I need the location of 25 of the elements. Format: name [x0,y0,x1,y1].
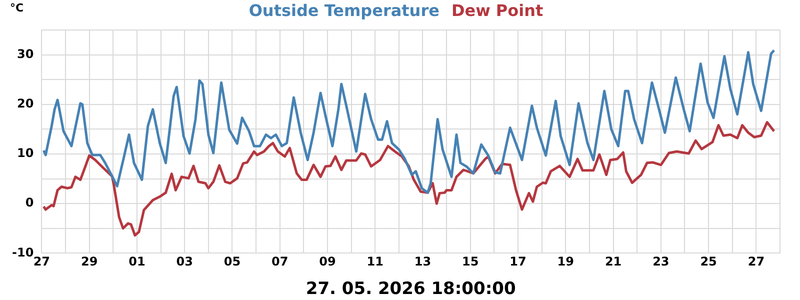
x-tick-label: 05 [224,254,241,269]
x-tick-label: 25 [700,254,717,269]
x-axis-title: 27. 05. 2026 18:00:00 [306,279,516,300]
text: Dew Point [451,1,544,20]
x-tick-label: 15 [462,254,479,269]
x-tick-label: 27 [748,254,765,269]
text: Outside Temperature [248,1,440,20]
x-tick-label: 13 [414,254,432,269]
y-tick-label: -10 [12,245,34,260]
x-tick-label: 23 [652,254,670,269]
x-tick-label: 21 [604,254,622,269]
x-tick-label: 07 [271,254,288,269]
y-tick-label: 10 [16,146,34,160]
x-tick-label: 29 [80,254,98,269]
x-tick-label: 27 [33,254,50,269]
x-tick-label: 01 [128,254,146,269]
y-tick-label: 0 [25,196,34,210]
x-tick-label: 09 [319,254,336,269]
y-tick-label: 30 [16,46,34,61]
x-tick-label: 17 [510,254,526,269]
x-tick-label: 03 [176,254,193,269]
y-tick-label: 20 [16,96,34,111]
x-tick-label: 11 [366,254,384,269]
y-axis-title: °C [10,1,24,14]
x-tick-label: 19 [557,254,574,269]
